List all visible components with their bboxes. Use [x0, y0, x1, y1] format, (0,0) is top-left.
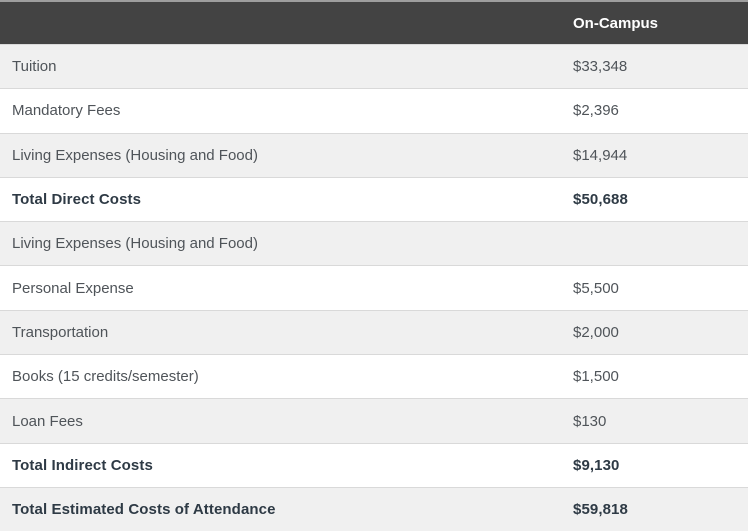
table-row: Mandatory Fees $2,396 — [0, 88, 748, 133]
table-row: Living Expenses (Housing and Food) $14,94… — [0, 132, 748, 177]
header-value-cell-on-campus: On-Campus — [573, 14, 659, 32]
table-row: Transportation $2,000 — [0, 309, 748, 355]
table-row: Total Indirect Costs $9,130 — [0, 442, 748, 487]
row-label: Loan Fees — [12, 412, 83, 430]
table-row: Tuition $33,348 — [0, 44, 748, 89]
table-body: Tuition $33,348 Mandatory Fees $2,396 Living… — [0, 44, 748, 531]
table-row: Living Expenses (Housing and Food) — [0, 221, 748, 266]
row-value: $59,818 — [573, 501, 628, 519]
row-value: $50,688 — [573, 191, 628, 209]
row-value: $33,348 — [573, 58, 628, 76]
row-label: Living Expenses (Housing and Food) — [12, 146, 258, 164]
row-label: Tuition — [12, 58, 57, 76]
table-row: Total Estimated Costs of Attendance $59,8… — [0, 486, 748, 531]
row-value: $2,396 — [573, 102, 619, 120]
row-label: Total Direct Costs — [12, 191, 142, 209]
row-label: Living Expenses (Housing and Food) — [12, 235, 258, 253]
row-value: $1,500 — [573, 368, 619, 386]
row-label: Transportation — [12, 323, 109, 341]
table-row: Loan Fees $130 — [0, 398, 748, 443]
row-value: $5,500 — [573, 279, 619, 297]
row-label: Personal Expense — [12, 279, 134, 297]
row-value: $9,130 — [573, 456, 620, 474]
row-value: $14,944 — [573, 146, 628, 164]
row-value: $130 — [573, 412, 607, 430]
table-header-row: On-Campus — [0, 2, 748, 44]
row-label: Mandatory Fees — [12, 102, 121, 120]
row-label: Total Indirect Costs — [12, 456, 153, 474]
row-value: $2,000 — [573, 323, 619, 341]
table-row: Books (15 credits/semester) $1,500 — [0, 354, 748, 399]
row-label: Total Estimated Costs of Attendance — [12, 501, 276, 519]
row-label: Books (15 credits/semester) — [12, 368, 199, 386]
table-row: Personal Expense $5,500 — [0, 265, 748, 310]
table-row: Total Direct Costs $50,688 — [0, 176, 748, 222]
